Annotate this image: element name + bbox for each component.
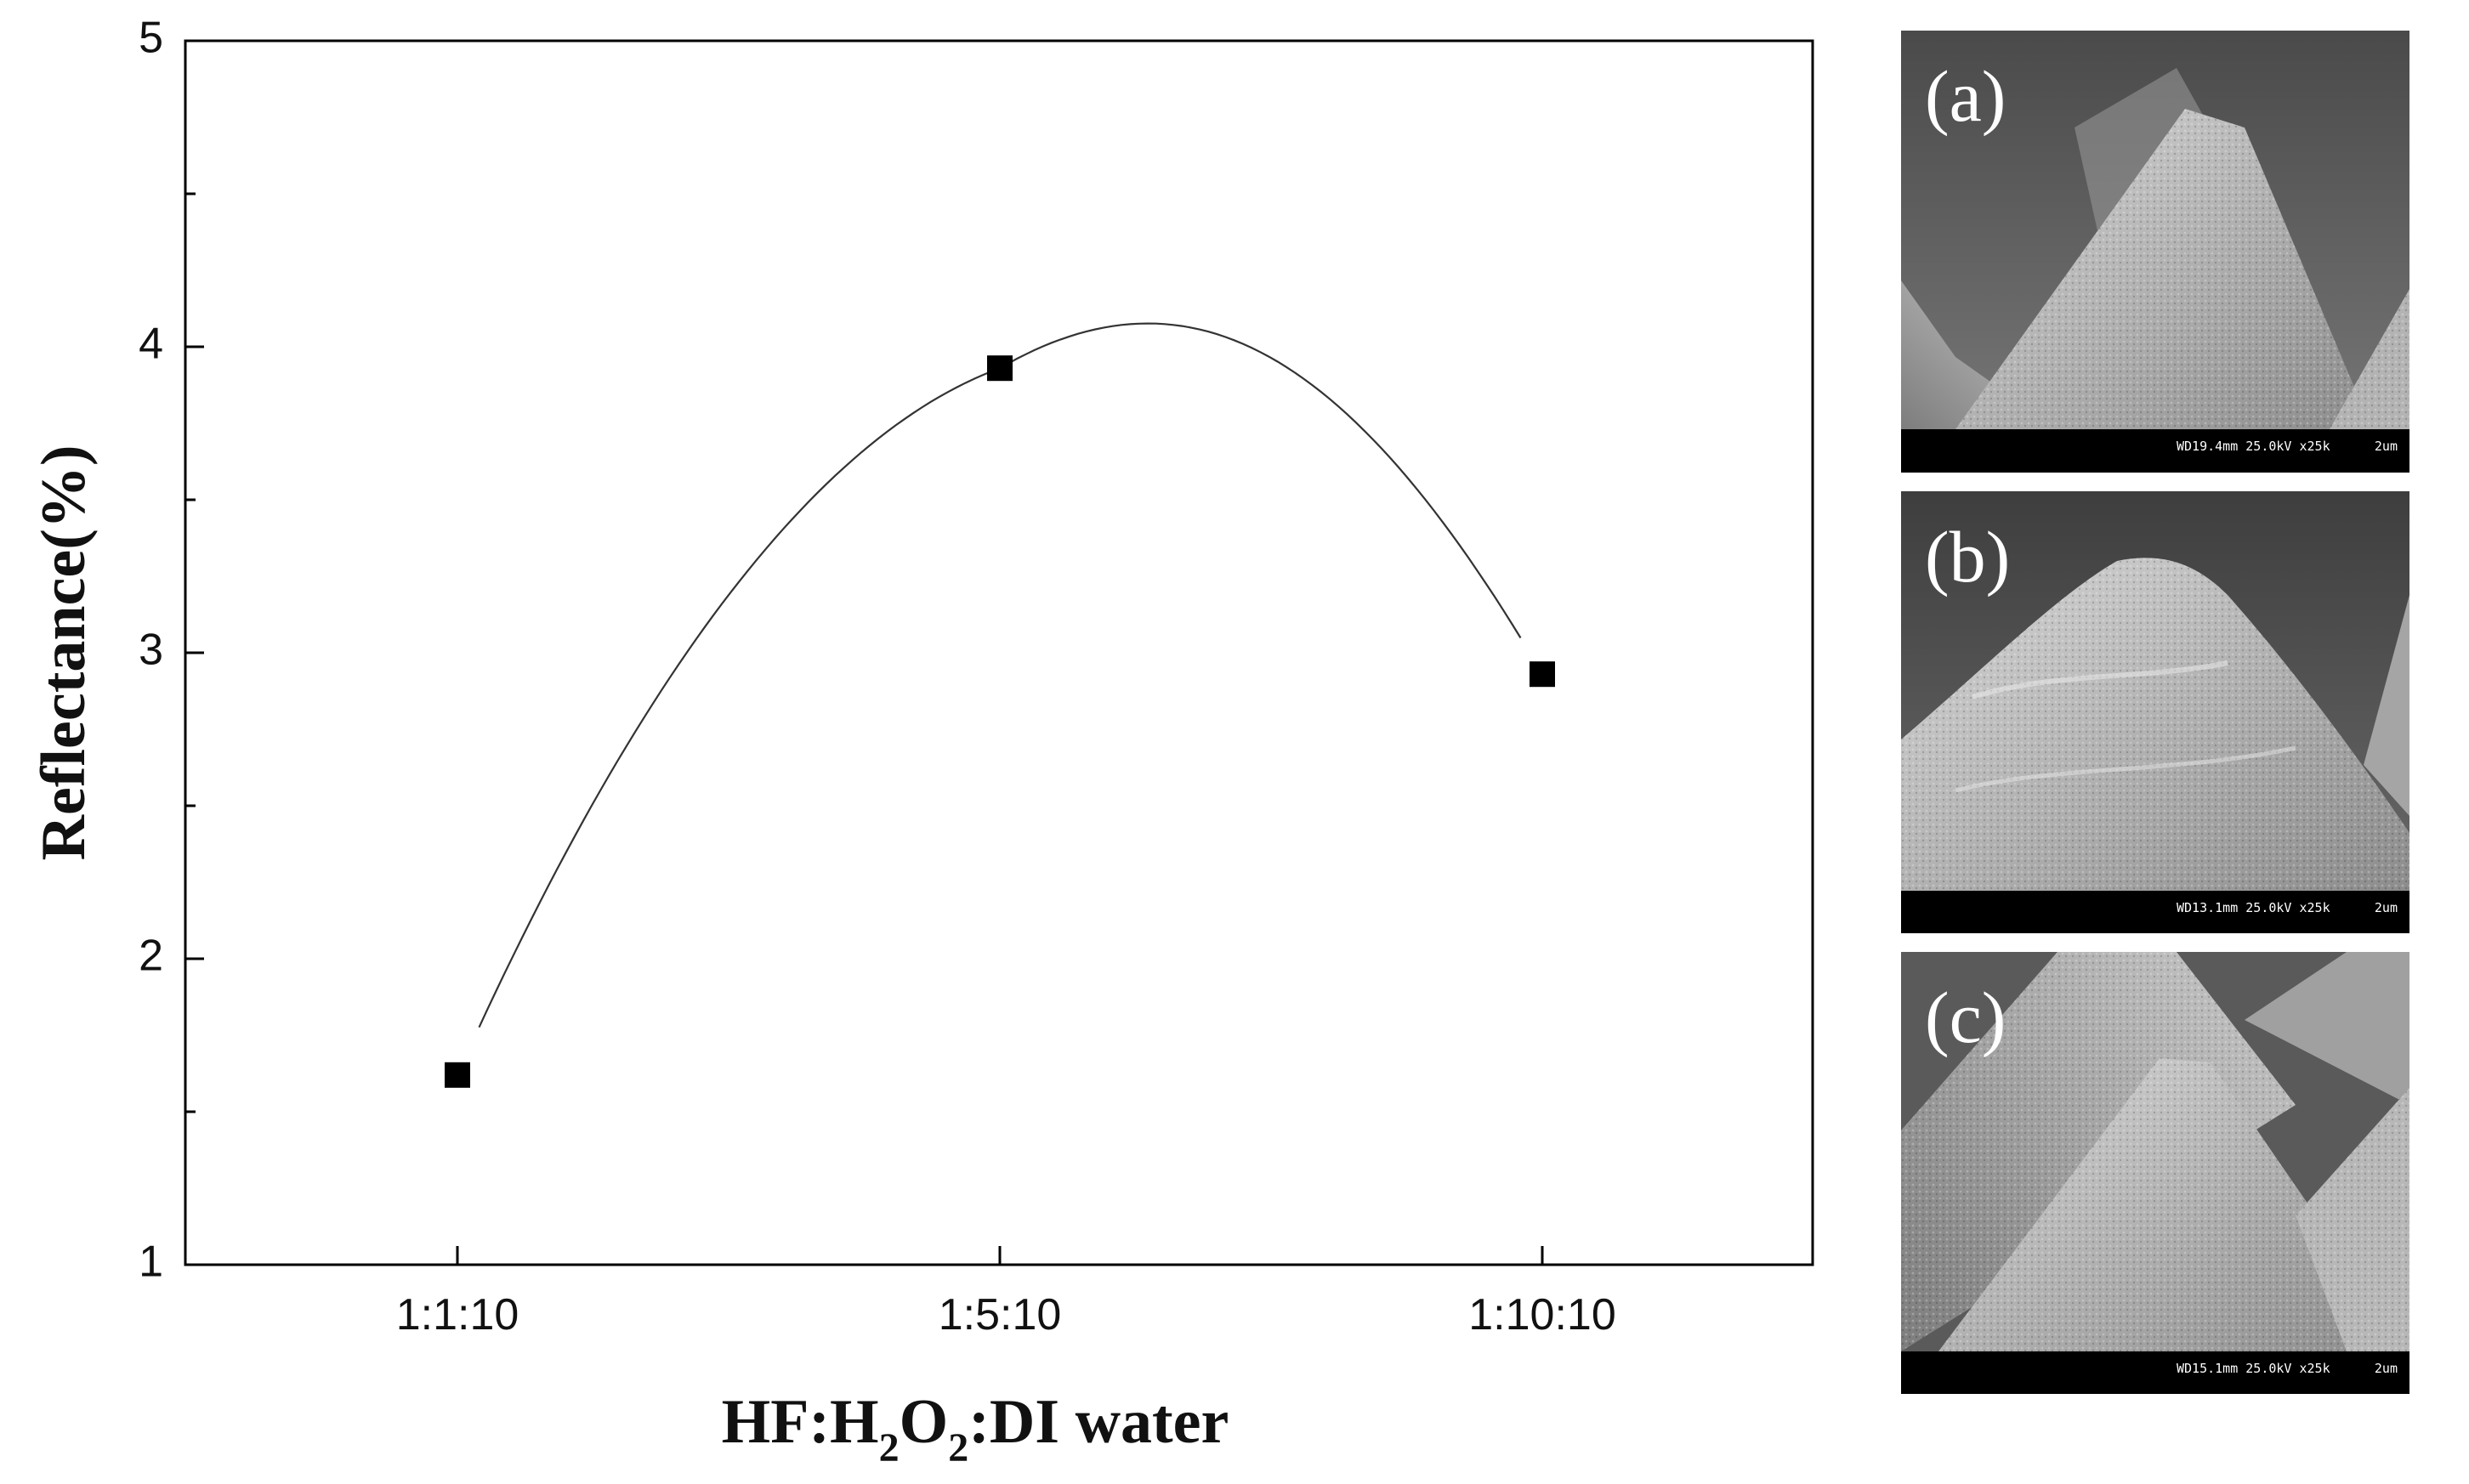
x-tick-label: 1:1:10 — [396, 1290, 519, 1340]
y-tick-label: 5 — [139, 14, 163, 63]
plot-frame — [184, 39, 1814, 1266]
y-tick-label: 2 — [139, 932, 163, 981]
x-tick-label: 1:10:10 — [1468, 1290, 1616, 1340]
y-tick-label: 1 — [139, 1238, 163, 1287]
panel-label-a: (a) — [1925, 55, 2006, 137]
sem-panel-b: WD13.1mm 25.0kV x25k 2um (b) — [1901, 491, 2409, 933]
sem-scale-c: 2um — [2375, 1361, 2398, 1376]
data-point-marker — [987, 355, 1013, 382]
sem-scale-a: 2um — [2375, 439, 2398, 454]
reflectance-chart: 1 2 3 4 5 1:1:10 1:5:10 1:10:10 Reflectance(%)… — [29, 14, 1814, 1470]
x-tick-label: 1:5:10 — [939, 1290, 1062, 1340]
x-axis-title: HF:H2O2:DI water — [722, 1387, 1229, 1470]
panel-label-c: (c) — [1925, 977, 2006, 1058]
data-point-marker — [1530, 661, 1555, 688]
data-point-marker — [445, 1062, 470, 1088]
sem-panel-a: WD19.4mm 25.0kV x25k 2um (a) — [1901, 31, 2409, 473]
y-axis-title: Reflectance(%) — [29, 445, 99, 861]
sem-caption-b: WD13.1mm 25.0kV x25k — [2177, 900, 2330, 915]
smooth-trend-line — [478, 322, 1522, 1028]
x-axis-ticks: 1:1:10 1:5:10 1:10:10 — [396, 1246, 1616, 1340]
sem-caption-a: WD19.4mm 25.0kV x25k — [2177, 439, 2330, 454]
y-axis-ticks: 1 2 3 4 5 — [139, 14, 204, 1287]
y-tick-label: 3 — [139, 626, 163, 675]
sem-panel-c: WD15.1mm 25.0kV x25k 2um (c) — [1901, 952, 2409, 1394]
y-tick-label: 4 — [139, 320, 163, 369]
panel-label-b: (b) — [1925, 516, 2010, 598]
data-markers — [445, 355, 1555, 1088]
sem-caption-c: WD15.1mm 25.0kV x25k — [2177, 1361, 2330, 1376]
sem-scale-b: 2um — [2375, 900, 2398, 915]
